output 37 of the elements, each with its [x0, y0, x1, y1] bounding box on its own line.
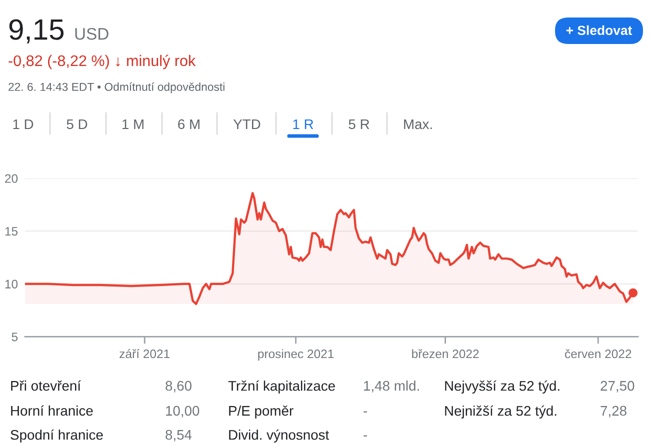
text: 7,28: [600, 406, 626, 418]
text: 1 R: [293, 119, 314, 129]
text: + Sledovat: [566, 25, 632, 36]
text: Tržní kapitalizace: [228, 380, 335, 394]
text: 6 M: [178, 119, 200, 130]
text: 9,15: [9, 19, 64, 44]
text: 5 R: [348, 119, 370, 130]
x-tick-label: březen 2022: [412, 349, 479, 358]
y-tick-label: 5: [12, 332, 18, 342]
text: 1,48 mld.: [364, 380, 419, 392]
x-tick-label: červen 2022: [565, 349, 632, 358]
text: P/E poměr: [229, 406, 294, 418]
text: 22. 6. 14:43 EDT • Odmítnutí odpovědnosti: [8, 82, 224, 94]
text: Horní hranice: [11, 405, 93, 416]
text: 1 M: [122, 119, 144, 129]
text: USD: [75, 28, 108, 40]
text: YTD: [233, 119, 260, 129]
x-tick-label: září 2021: [120, 349, 170, 358]
text: -: [364, 411, 368, 412]
text: Divid. výnosnost: [229, 429, 330, 443]
y-tick-label: 20: [5, 174, 18, 183]
text: Spodní hranice: [10, 429, 103, 443]
text: Max.: [404, 119, 432, 130]
text: 5 D: [66, 119, 88, 130]
text: Při otevření: [11, 380, 81, 391]
text: -: [364, 435, 368, 436]
x-tick-label: prosinec 2021: [258, 349, 334, 361]
text: Nejvyšší za 52 týd.: [445, 380, 560, 394]
y-tick-label: 15: [5, 227, 18, 236]
text: 27,50: [600, 380, 634, 392]
text: 10,00: [166, 406, 200, 418]
text: -0,82 (-8,22 %) ↓ minulý rok: [8, 54, 196, 70]
text: 8,60: [166, 380, 192, 392]
text: Nejnižší za 52 týd.: [445, 405, 556, 419]
y-tick-label: 10: [5, 280, 18, 288]
text: 8,54: [166, 430, 192, 442]
text: 1 D: [13, 119, 34, 129]
